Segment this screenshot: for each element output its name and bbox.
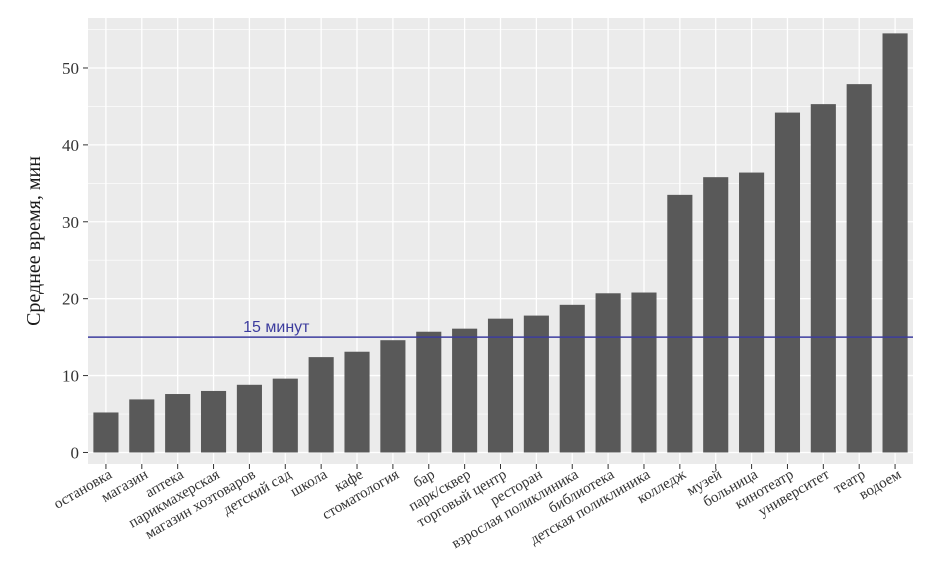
- y-axis: 0 10 20 30 40 50: [62, 59, 88, 462]
- y-tick-label: 30: [62, 213, 79, 232]
- bar: [308, 357, 334, 453]
- bar: [165, 394, 191, 453]
- bar: [344, 351, 370, 453]
- bar: [93, 412, 119, 453]
- y-tick-label: 50: [62, 59, 79, 78]
- reference-line-group: 15 минут: [88, 319, 913, 338]
- y-tick-label: 40: [62, 136, 79, 155]
- y-tick-label: 20: [62, 290, 79, 309]
- bar: [272, 378, 298, 453]
- y-tick-label: 0: [71, 443, 80, 462]
- bar: [380, 340, 406, 453]
- bar: [452, 328, 478, 453]
- reference-line-label: 15 минут: [243, 319, 310, 336]
- bar: [200, 390, 227, 453]
- y-tick-label: 10: [62, 367, 79, 386]
- bar: [846, 84, 872, 453]
- bar: [882, 33, 908, 453]
- bar: [236, 384, 262, 453]
- bar: [523, 315, 549, 453]
- bar: [703, 177, 729, 453]
- bar: [559, 304, 585, 453]
- x-tick-label: водоем: [857, 466, 905, 503]
- x-tick-label: школа: [288, 466, 331, 500]
- bar: [667, 194, 693, 453]
- bar: [487, 318, 514, 453]
- bar: [739, 172, 765, 453]
- bar: [810, 104, 836, 453]
- bar: [416, 331, 442, 453]
- bars: [93, 33, 908, 453]
- bar: [129, 399, 155, 453]
- x-axis: остановкамагазинаптекапарикмахерскаямага…: [51, 464, 905, 552]
- y-axis-title: Среднее время, мин: [23, 156, 45, 326]
- bar: [631, 292, 657, 453]
- bar: [595, 293, 621, 453]
- bar: [774, 112, 801, 453]
